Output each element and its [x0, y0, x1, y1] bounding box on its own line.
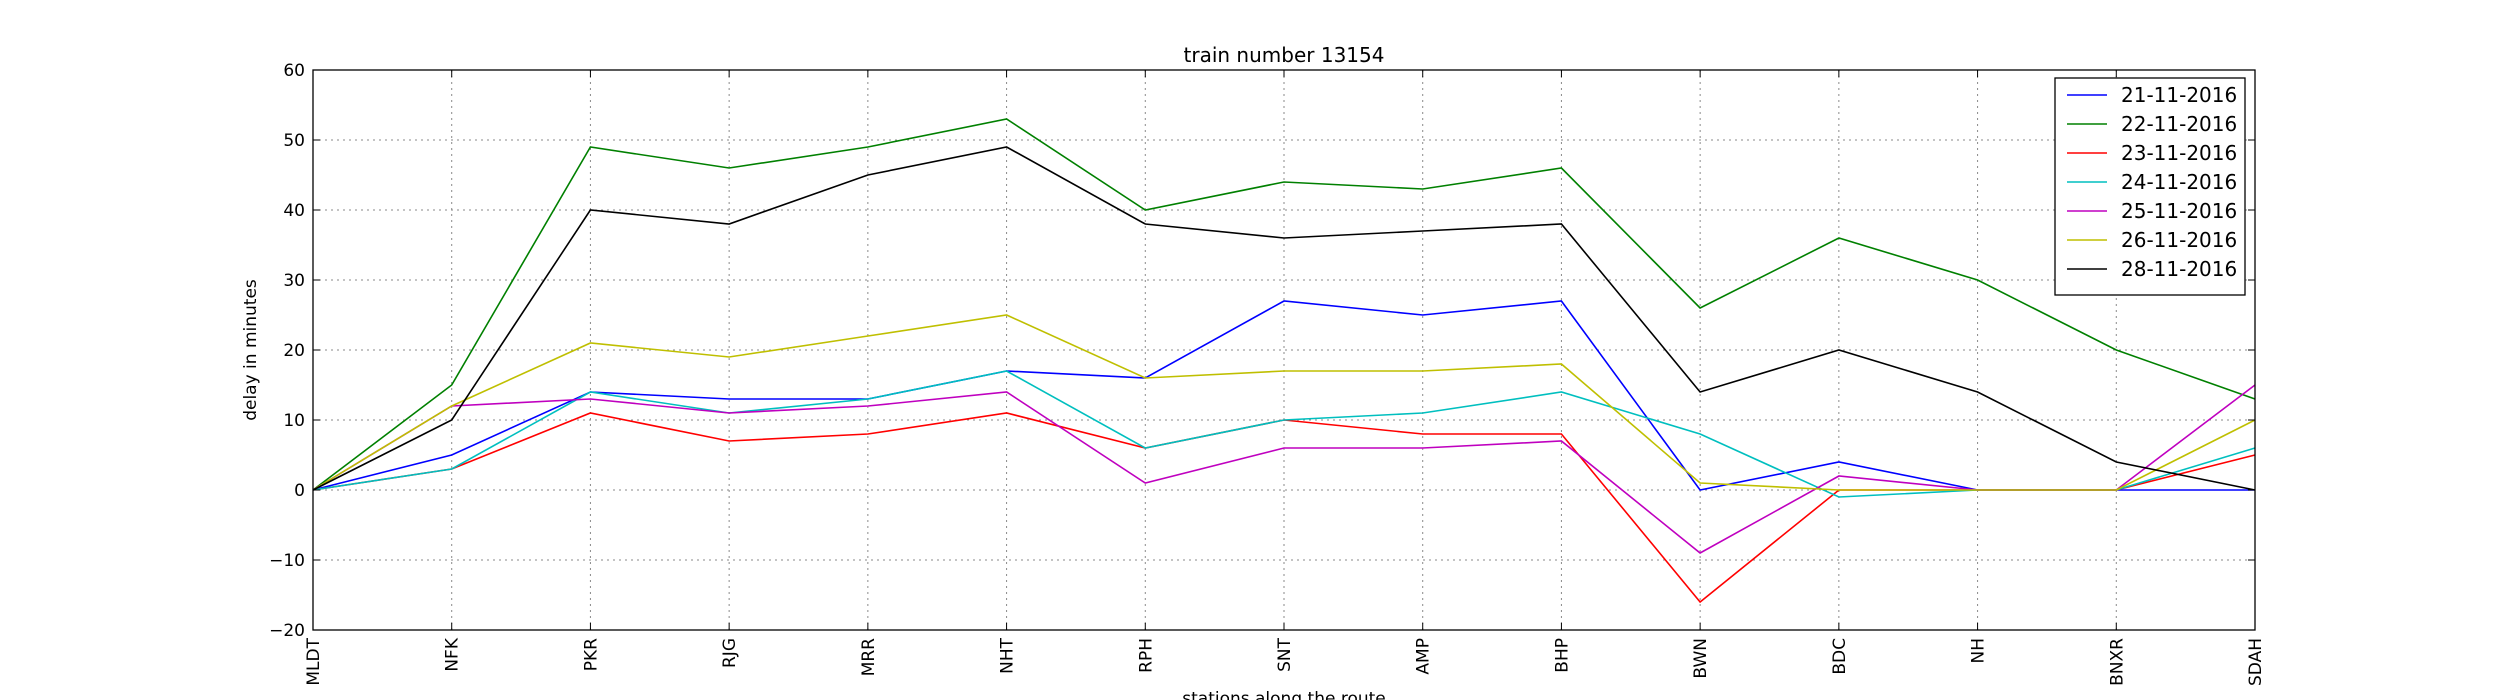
legend-label: 23-11-2016: [2121, 141, 2237, 165]
x-tick-label: RPH: [1136, 638, 1156, 673]
y-tick-label: 60: [283, 61, 305, 81]
x-tick-label: SDAH: [2246, 638, 2266, 686]
series-line: [312, 314, 2256, 491]
y-axis-title: delay in minutes: [241, 279, 261, 421]
y-tick-label: −20: [269, 621, 305, 641]
x-tick-label: BHP: [1552, 638, 1572, 673]
x-tick-label: BDC: [1830, 638, 1850, 675]
y-tick-label: 20: [283, 341, 305, 361]
x-tick-label: MLDT: [304, 637, 324, 685]
legend-label: 22-11-2016: [2121, 112, 2237, 136]
series-line: [312, 384, 2256, 554]
x-tick-label: PKR: [581, 638, 601, 671]
series-line: [312, 146, 2256, 491]
series-lines: [312, 118, 2256, 604]
legend-label: 24-11-2016: [2121, 170, 2237, 194]
legend-label: 28-11-2016: [2121, 257, 2237, 281]
series-line: [312, 118, 2256, 491]
x-tick-label: AMP: [1414, 638, 1434, 675]
x-tick-label: BWN: [1691, 638, 1711, 679]
y-tick-label: 40: [283, 201, 305, 221]
legend: 21-11-2016 22-11-2016 23-11-2016 24-11-2016…: [2054, 77, 2246, 296]
x-tick-label: MRR: [859, 638, 879, 676]
y-tick-label: 50: [283, 131, 305, 151]
legend-box: [2054, 77, 2246, 296]
chart-title: train number 13154: [1184, 43, 1385, 67]
x-axis-title: stations along the route: [1182, 689, 1386, 700]
legend-label: 25-11-2016: [2121, 199, 2237, 223]
x-tick-label: BNXR: [2107, 638, 2127, 686]
y-tick-label: −10: [269, 551, 305, 571]
y-tick-label: 30: [283, 271, 305, 291]
series-line: [312, 370, 2256, 498]
x-tick-label: NFK: [443, 637, 463, 671]
y-tick-label: 10: [283, 411, 305, 431]
x-tick-label: NH: [1969, 638, 1989, 664]
legend-label: 26-11-2016: [2121, 228, 2237, 252]
axis-ticks: −20 −10 0 10 20 30 40 50 60 MLDT NFK PKR RJG MRR NHT RP…: [269, 61, 2266, 686]
y-tick-label: 0: [294, 481, 305, 501]
series-line: [312, 300, 2255, 491]
x-tick-label: NHT: [998, 637, 1018, 674]
legend-label: 21-11-2016: [2121, 83, 2237, 107]
x-tick-label: RJG: [720, 638, 740, 668]
x-tick-label: SNT: [1275, 637, 1295, 672]
